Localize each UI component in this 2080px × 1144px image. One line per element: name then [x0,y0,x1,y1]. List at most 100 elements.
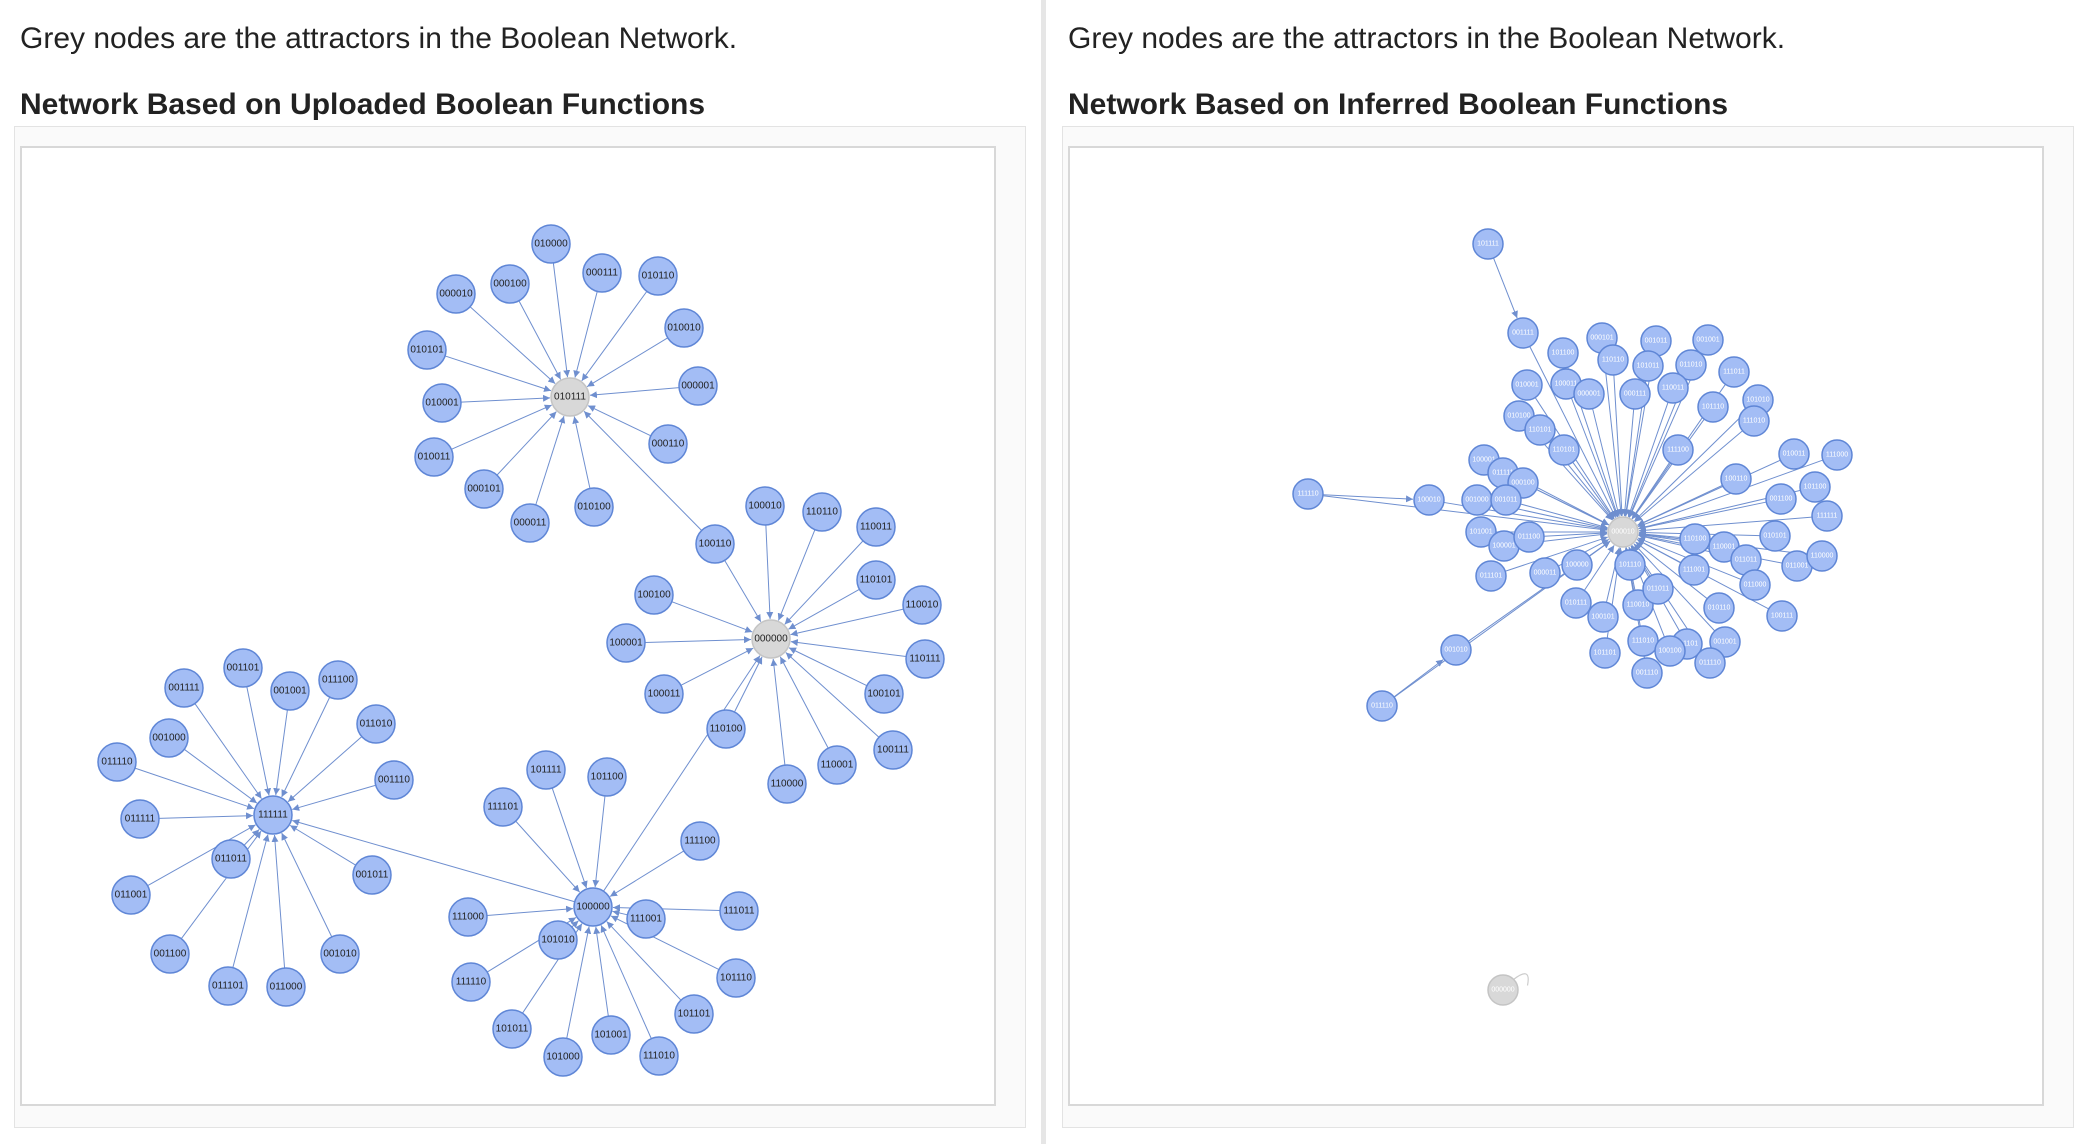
state-node[interactable]: 100101 [864,674,904,714]
state-node[interactable]: 111001 [1678,554,1710,586]
state-node[interactable]: 100000 [573,887,613,927]
state-node[interactable]: 001010 [1440,634,1472,666]
node-circle[interactable] [407,330,447,370]
state-node[interactable]: 101010 [538,920,578,960]
node-circle[interactable] [270,671,310,711]
state-node[interactable]: 111100 [680,821,720,861]
state-node[interactable]: 011011 [1730,544,1762,576]
state-node[interactable]: 110100 [706,709,746,749]
node-circle[interactable] [751,619,791,659]
state-node[interactable]: 001011 [352,855,392,895]
node-circle[interactable] [1811,500,1843,532]
node-circle[interactable] [1694,647,1726,679]
state-node[interactable]: 001100 [1765,483,1797,515]
state-node[interactable]: 111111 [1811,500,1843,532]
node-circle[interactable] [526,750,566,790]
state-node[interactable]: 110010 [902,585,942,625]
uploaded-network-svg[interactable]: 010000 000100 000111 010110 000010 010010 0101… [22,148,994,1104]
state-node[interactable]: 000101 [464,469,504,509]
node-circle[interactable] [802,492,842,532]
state-node[interactable]: 110001 [817,745,857,785]
state-node[interactable]: 010110 [1703,592,1735,624]
state-node[interactable]: 100010 [745,486,785,526]
node-circle[interactable] [1561,549,1593,581]
node-circle[interactable] [680,821,720,861]
node-circle[interactable] [1632,350,1664,382]
node-circle[interactable] [1472,228,1504,260]
node-circle[interactable] [767,764,807,804]
state-node[interactable]: 101101 [1589,637,1621,669]
node-circle[interactable] [1490,484,1522,516]
state-node[interactable]: 100001 [606,623,646,663]
state-node[interactable]: 101000 [543,1037,583,1077]
state-node[interactable]: 000111 [1619,378,1651,410]
node-circle[interactable] [1692,324,1724,356]
node-circle[interactable] [638,256,678,296]
node-circle[interactable] [1697,391,1729,423]
state-node[interactable]: 110000 [1806,540,1838,572]
node-circle[interactable] [1654,635,1686,667]
state-node[interactable]: 111000 [448,897,488,937]
node-circle[interactable] [111,875,151,915]
state-node[interactable]: 010110 [638,256,678,296]
node-circle[interactable] [606,623,646,663]
node-circle[interactable] [490,264,530,304]
state-node[interactable]: 011101 [208,966,248,1006]
node-circle[interactable] [150,934,190,974]
state-node[interactable]: 001001 [1692,324,1724,356]
node-circle[interactable] [543,1037,583,1077]
node-circle[interactable] [253,795,293,835]
node-circle[interactable] [149,718,189,758]
state-node[interactable]: 111111 [253,795,293,835]
state-node[interactable]: 111110 [1292,478,1324,510]
node-circle[interactable] [120,799,160,839]
node-circle[interactable] [492,1009,532,1049]
state-node[interactable]: 010000 [531,224,571,264]
state-node[interactable]: 000011 [510,503,550,543]
node-circle[interactable] [587,757,627,797]
state-node[interactable]: 011110 [1366,690,1398,722]
node-circle[interactable] [639,1036,679,1076]
node-circle[interactable] [1507,317,1539,349]
state-node[interactable]: 101101 [674,994,714,1034]
node-circle[interactable] [1720,463,1752,495]
node-circle[interactable] [1821,439,1853,471]
state-node[interactable]: 001000 [149,718,189,758]
state-node[interactable]: 110011 [1657,372,1689,404]
node-circle[interactable] [1465,516,1497,548]
state-node[interactable]: 101110 [1697,391,1729,423]
node-circle[interactable] [318,660,358,700]
state-node[interactable]: 001110 [374,760,414,800]
node-circle[interactable] [1799,471,1831,503]
state-node[interactable]: 010111 [1560,587,1592,619]
node-circle[interactable] [902,585,942,625]
state-node[interactable]: 011110 [1694,647,1726,679]
node-circle[interactable] [164,668,204,708]
state-node[interactable]: 100111 [1766,600,1798,632]
attractor-node[interactable]: 000010 [1607,516,1639,548]
node-circle[interactable] [634,575,674,615]
state-node[interactable]: 100111 [873,730,913,770]
state-node[interactable]: 110111 [905,639,945,679]
node-circle[interactable] [856,560,896,600]
node-circle[interactable] [1778,438,1810,470]
state-node[interactable]: 001010 [320,934,360,974]
state-node[interactable]: 110101 [1524,414,1556,446]
node-circle[interactable] [905,639,945,679]
node-circle[interactable] [320,934,360,974]
state-node[interactable]: 011100 [1513,521,1545,553]
node-circle[interactable] [1662,434,1694,466]
state-node[interactable]: 010011 [1778,438,1810,470]
state-node[interactable]: 111100 [1662,434,1694,466]
state-node[interactable]: 011110 [97,742,137,782]
node-circle[interactable] [374,760,414,800]
state-node[interactable]: 101011 [492,1009,532,1049]
state-node[interactable]: 011000 [1739,569,1771,601]
state-node[interactable]: 011111 [120,799,160,839]
node-circle[interactable] [464,469,504,509]
state-node[interactable]: 101110 [716,958,756,998]
node-circle[interactable] [483,787,523,827]
uploaded-network-graph[interactable]: 010000 000100 000111 010110 000010 010010 0101… [20,146,996,1106]
node-circle[interactable] [223,648,263,688]
state-node[interactable]: 110101 [856,560,896,600]
